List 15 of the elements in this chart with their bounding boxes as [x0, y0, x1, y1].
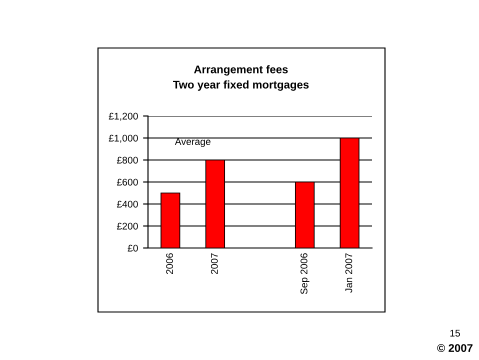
text: 15	[450, 330, 460, 337]
y-tick-label: £400	[116, 200, 138, 208]
x-tick-label: 2007	[210, 253, 218, 274]
y-tick-label: £1,200	[108, 112, 138, 121]
y-tick-label: £200	[116, 222, 138, 230]
annotation: Average	[174, 138, 210, 147]
y-tick-label: £1,000	[108, 134, 138, 143]
y-tick-label: £600	[116, 178, 138, 186]
x-tick-label: Jan 2007	[345, 253, 352, 293]
x-tick-label: 2006	[166, 253, 174, 274]
x-tick-label: Sep 2006	[300, 253, 310, 294]
y-tick-label: £800	[116, 156, 138, 164]
chart-title: Arrangement fees Two year fixed mortgages	[173, 65, 309, 91]
y-tick-label: £0	[128, 244, 138, 252]
text: © 2007	[437, 344, 473, 352]
